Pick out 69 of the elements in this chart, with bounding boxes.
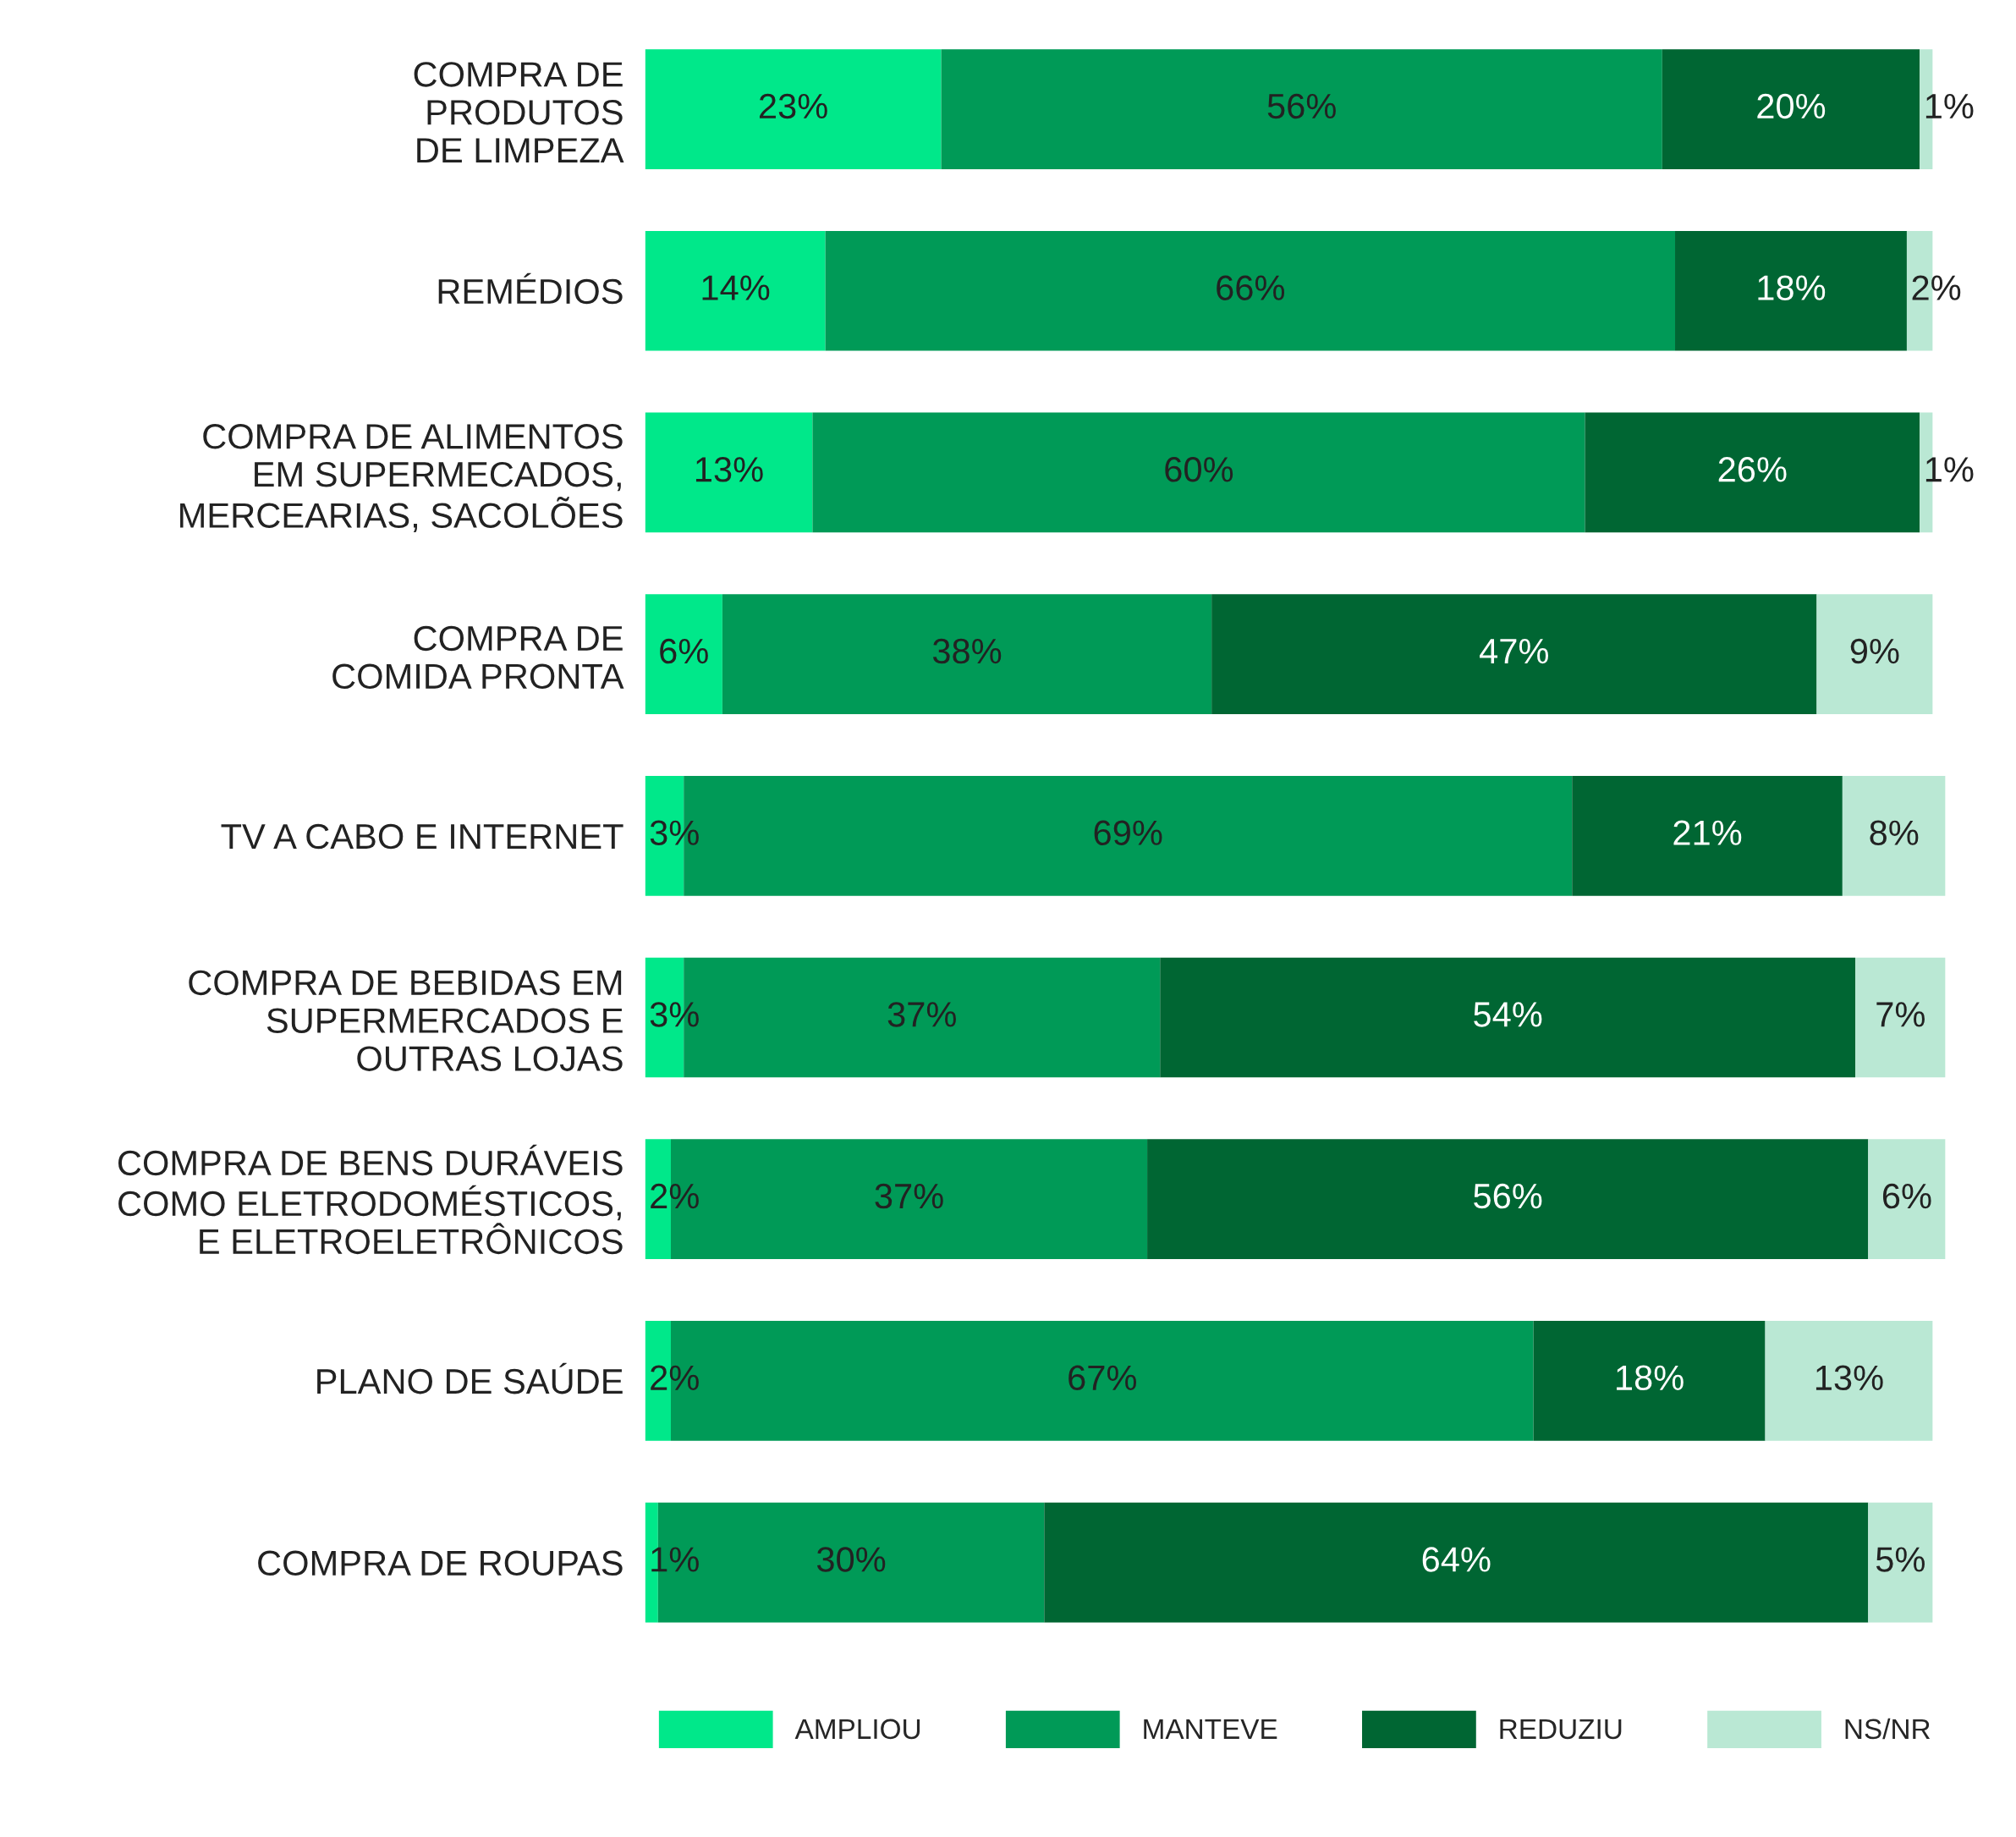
legend-label: NS/NR [1845, 1718, 1931, 1740]
data-label: 5% [1876, 1547, 1925, 1572]
data-label: 26% [1718, 457, 1787, 482]
bar [1675, 230, 1907, 351]
data-label: 14% [702, 275, 770, 300]
data-label: 1% [1925, 93, 1974, 119]
y-tick-label: COMPRA DE COMIDA PRONTA [332, 625, 624, 690]
bar [1662, 49, 1920, 169]
data-label: 37% [887, 1002, 956, 1027]
y-tick-label: COMPRA DE BEBIDAS EM SUPERMERCADOS E OUTRAS LOJAS [189, 970, 623, 1071]
y-tick-label: COMPRA DE PRODUTOS DE LIMPEZA [414, 62, 624, 163]
bar [645, 412, 813, 533]
data-label: 64% [1422, 1547, 1491, 1572]
data-label: 9% [1850, 638, 1899, 664]
data-label: 3% [650, 820, 699, 845]
bar [645, 594, 722, 714]
y-tick-label: COMPRA DE BENS DURÁVEIS COMO ELETRODOMÉSTICOS, E ELETROELETRÔNICOS [118, 1144, 623, 1255]
y-tick-label: PLANO DE SAÚDE [317, 1362, 623, 1394]
data-label: 37% [875, 1183, 943, 1209]
data-label: 3% [650, 1002, 699, 1027]
data-label: 47% [1480, 638, 1548, 664]
data-label: 6% [1882, 1183, 1931, 1209]
data-label: 23% [759, 93, 827, 119]
data-label: 56% [1267, 93, 1336, 119]
y-tick-label: COMPRA DE ALIMENTOS EM SUPERMECADOS, MERCEARIAS, SACOLÕES [180, 424, 623, 532]
y-tick-label: REMÉDIOS [438, 272, 623, 305]
y-tick-label: TV A CABO E INTERNET [221, 823, 623, 850]
bar [645, 230, 826, 351]
data-label: 13% [695, 457, 763, 482]
bar [1160, 957, 1856, 1078]
bar [812, 412, 1585, 533]
bar [1855, 957, 1946, 1078]
data-label: 60% [1165, 457, 1233, 482]
bar [941, 49, 1662, 169]
bar [1816, 594, 1933, 714]
data-label: 21% [1673, 820, 1742, 845]
bar [1533, 1321, 1766, 1441]
data-label: 54% [1474, 1002, 1542, 1027]
bar [1765, 1321, 1933, 1441]
bar [645, 49, 942, 169]
data-label: 20% [1757, 93, 1826, 119]
bar [825, 230, 1676, 351]
bar [1147, 1139, 1869, 1260]
data-label: 66% [1217, 275, 1285, 300]
bar [1868, 1502, 1933, 1623]
bar [1211, 594, 1817, 714]
data-label: 6% [660, 638, 708, 664]
legend-label: MANTEVE [1144, 1719, 1277, 1739]
legend-label: AMPLIOU [794, 1719, 920, 1740]
legend-label: REDUZIU [1500, 1719, 1622, 1740]
data-label: 18% [1758, 275, 1826, 300]
bar [1585, 412, 1920, 533]
bar [1044, 1502, 1869, 1623]
data-label: 69% [1094, 820, 1162, 845]
data-label: 2% [1912, 275, 1961, 300]
data-label: 1% [1925, 457, 1974, 482]
data-label: 67% [1068, 1365, 1137, 1391]
bar [1572, 775, 1843, 896]
y-tick-label: COMPRA DE ROUPAS [258, 1550, 623, 1576]
data-label: 38% [932, 638, 1002, 664]
data-label: 8% [1870, 820, 1919, 845]
bar [1868, 1139, 1946, 1260]
bar [722, 594, 1212, 714]
bar [1842, 775, 1946, 896]
data-label: 13% [1815, 1365, 1883, 1391]
data-label: 30% [816, 1547, 886, 1572]
data-label: 18% [1617, 1365, 1684, 1391]
data-label: 7% [1876, 1002, 1925, 1027]
data-label: 56% [1474, 1183, 1542, 1209]
